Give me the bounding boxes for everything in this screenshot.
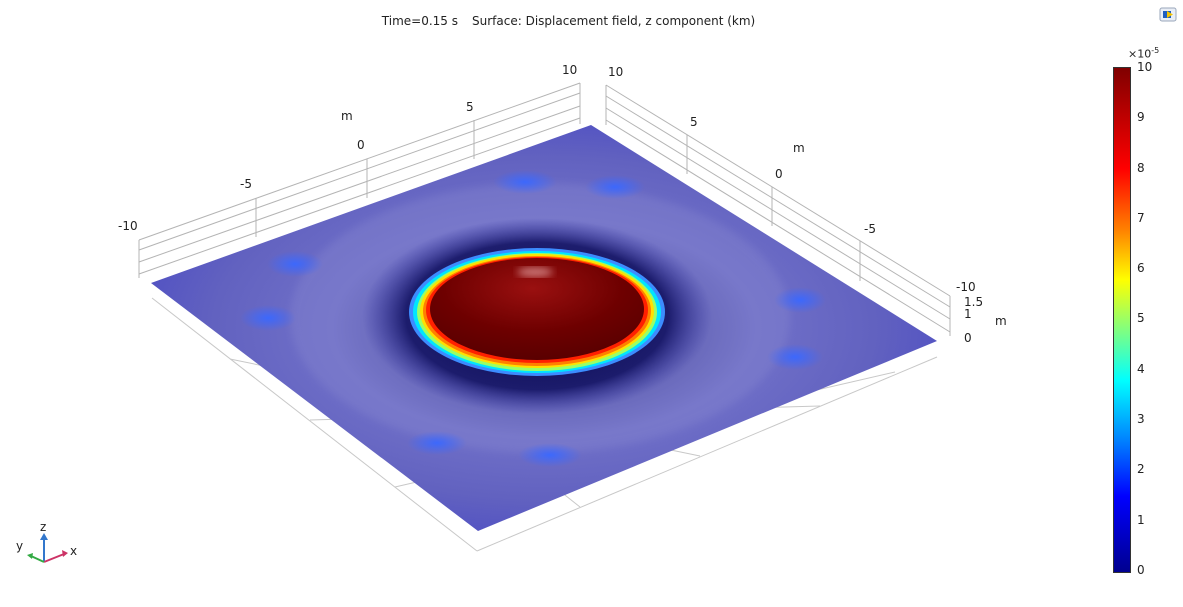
- image-export-button[interactable]: [1158, 6, 1178, 24]
- colorbar-tick-label: 9: [1137, 110, 1145, 124]
- x-tick-label: -10: [118, 219, 138, 233]
- colorbar-tick-label: 7: [1137, 211, 1145, 225]
- y-axis-unit: m: [793, 141, 805, 155]
- colorbar-tick-label: 3: [1137, 412, 1145, 426]
- z-tick-label: 1.5: [964, 295, 983, 309]
- surface-label: Surface: Displacement field, z component…: [472, 14, 756, 28]
- y-tick-label: -5: [864, 222, 876, 236]
- y-tick-label: -10: [956, 280, 976, 294]
- x-axis-labels: 10 5 0 -5 -10 m: [118, 63, 577, 233]
- x-tick-label: 10: [562, 63, 577, 77]
- z-axis-unit: m: [995, 314, 1007, 328]
- back-wall-left: [138, 82, 581, 278]
- x-tick-label: -5: [240, 177, 252, 191]
- y-tick-label: 10: [608, 65, 623, 79]
- colorbar-tick-label: 6: [1137, 261, 1145, 275]
- back-wall-right: [605, 84, 951, 336]
- colorbar-tick-label: 1: [1137, 513, 1145, 527]
- colorbar-tick-label: 2: [1137, 462, 1145, 476]
- z-axis-labels: 1.5 1 0 m: [964, 295, 1007, 345]
- triad-z-label: z: [40, 520, 46, 534]
- colorbar-tick-label: 0: [1137, 563, 1145, 577]
- y-tick-label: 0: [775, 167, 783, 181]
- colorbar-tick-label: 10: [1137, 60, 1153, 74]
- colorbar-tick-label: 8: [1137, 161, 1145, 175]
- z-tick-label: 0: [964, 331, 972, 345]
- triad-y-label: y: [16, 539, 23, 553]
- image-export-icon: [1159, 7, 1177, 22]
- z-tick-label: 1: [964, 307, 972, 321]
- x-tick-label: 0: [357, 138, 365, 152]
- y-axis-labels: 10 5 0 -5 -10 m: [608, 65, 976, 294]
- plot-title: Time=0.15 s Surface: Displacement field, …: [0, 14, 1137, 28]
- triad-x-label: x: [70, 544, 77, 558]
- displacement-surface: [151, 125, 937, 531]
- colorbar: [1113, 67, 1131, 573]
- time-label: Time=0.15 s: [381, 14, 458, 28]
- coordinate-triad: z y x: [16, 520, 77, 563]
- 3d-plot-view[interactable]: 10 5 0 -5 -10 m 10 5 0 -5 -10 m 1.5 1 0 …: [0, 0, 1110, 607]
- x-axis-unit: m: [341, 109, 353, 123]
- x-tick-label: 5: [466, 100, 474, 114]
- colorbar-tick-label: 4: [1137, 362, 1145, 376]
- colorbar-tick-label: 5: [1137, 311, 1145, 325]
- y-tick-label: 5: [690, 115, 698, 129]
- colorbar-exponent: ×10-5: [1128, 46, 1160, 61]
